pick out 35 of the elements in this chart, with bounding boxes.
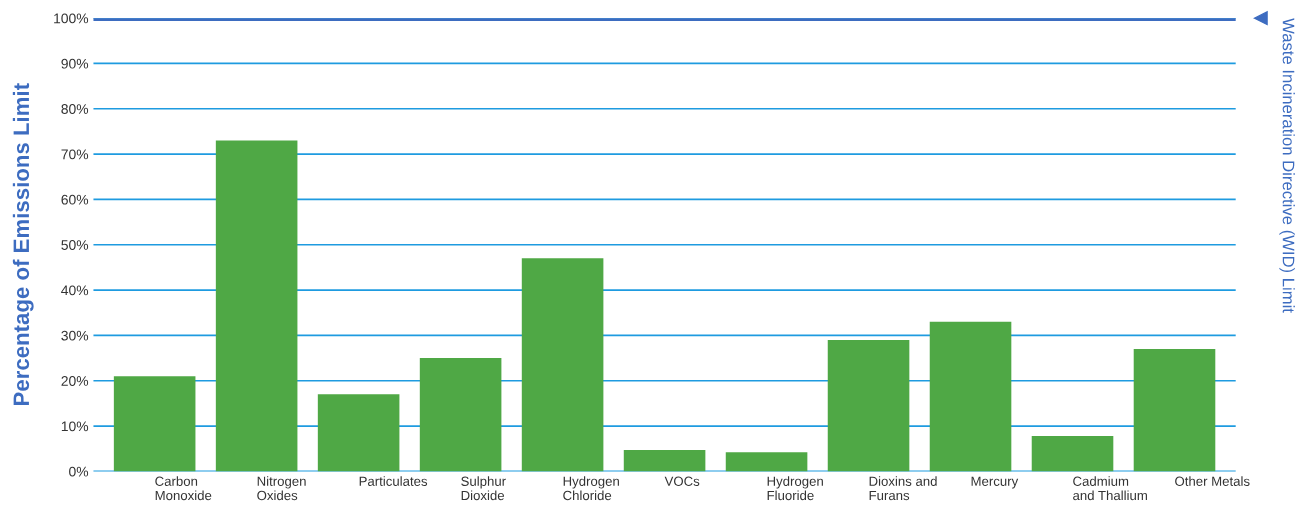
bar (1133, 349, 1216, 472)
y-tick-label: 10% (61, 421, 89, 432)
bar (521, 258, 604, 472)
y-tick-label: 60% (61, 194, 89, 205)
x-tick-label: Cadmium and Thallium (1073, 476, 1147, 501)
x-tick-label: Sulphur Dioxide (461, 476, 506, 501)
y-tick-label: 70% (61, 149, 89, 160)
bar (623, 450, 706, 472)
ref-line-label: Waste Incineration Directive (WID) Limit (1279, 18, 1295, 313)
x-tick-label: Hydrogen Chloride (563, 476, 619, 501)
bar (725, 452, 808, 472)
y-tick-label: 100% (54, 13, 89, 24)
bar (419, 358, 502, 472)
bar (215, 140, 298, 472)
y-tick-label: 30% (61, 330, 89, 341)
bar (1031, 436, 1114, 472)
x-tick-label: Mercury (971, 476, 1019, 489)
x-tick-label: Other Metals (1175, 476, 1250, 486)
bar (317, 394, 400, 472)
x-tick-label: Nitrogen Oxides (257, 476, 306, 501)
y-axis-title: Percentage of Emissions Limit (12, 83, 34, 406)
y-tick-label: 90% (61, 58, 89, 69)
y-tick-label: 50% (61, 240, 89, 250)
y-tick-label: 40% (61, 285, 89, 296)
y-tick-label: 80% (61, 104, 89, 114)
x-tick-label: Carbon Monoxide (155, 476, 212, 501)
x-tick-label: VOCs (664, 476, 700, 486)
y-tick-label: 0% (69, 466, 89, 477)
x-tick-label: Hydrogen Fluoride (767, 476, 823, 501)
y-tick-label: 20% (61, 376, 89, 386)
x-tick-label: Dioxins and Furans (869, 476, 937, 501)
bar (113, 376, 196, 472)
x-tick-label: Particulates (359, 476, 428, 486)
bar (827, 339, 910, 472)
bar (929, 321, 1012, 472)
